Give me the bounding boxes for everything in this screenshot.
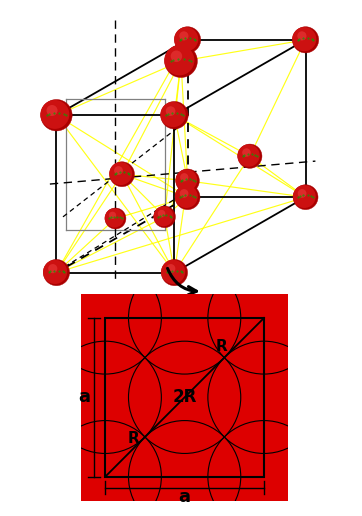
Circle shape [238,144,262,168]
Text: R: R [215,339,227,354]
Circle shape [161,102,188,129]
Circle shape [293,185,316,208]
Circle shape [129,262,241,374]
Circle shape [129,341,241,454]
Circle shape [105,208,124,228]
Circle shape [166,106,176,116]
Circle shape [292,27,319,53]
FancyArrowPatch shape [168,268,197,295]
Circle shape [297,31,307,40]
Circle shape [208,341,320,454]
Circle shape [48,264,57,273]
Circle shape [129,421,241,516]
Circle shape [293,185,318,209]
Circle shape [208,421,320,516]
Circle shape [171,51,182,62]
Circle shape [41,100,70,129]
Circle shape [43,260,67,284]
Bar [105,318,264,477]
Circle shape [41,100,72,131]
Circle shape [154,206,176,228]
Bar [105,318,264,477]
Circle shape [153,206,173,226]
Circle shape [161,260,188,286]
Circle shape [180,189,189,198]
Circle shape [109,162,132,185]
Circle shape [160,102,186,127]
Circle shape [180,173,188,181]
Circle shape [208,262,320,374]
Circle shape [165,45,197,77]
Circle shape [166,264,175,273]
Circle shape [47,105,58,116]
Circle shape [237,144,260,167]
Circle shape [176,169,197,191]
Circle shape [114,166,123,175]
Text: a: a [178,488,191,506]
Circle shape [174,27,198,51]
Circle shape [49,421,161,516]
Circle shape [242,148,251,157]
Text: a: a [79,389,90,406]
Circle shape [179,31,189,40]
Text: 2R: 2R [172,389,197,406]
Circle shape [161,260,185,284]
Circle shape [49,262,161,374]
Circle shape [49,341,161,454]
Circle shape [175,185,200,209]
Circle shape [292,27,316,51]
Circle shape [174,27,201,53]
Circle shape [175,185,198,208]
Circle shape [110,162,134,187]
Circle shape [109,212,116,219]
Circle shape [176,169,199,192]
Circle shape [298,189,307,198]
Circle shape [105,208,126,229]
Text: R: R [128,431,140,446]
Circle shape [164,45,194,75]
Circle shape [43,260,70,286]
Circle shape [158,210,165,217]
